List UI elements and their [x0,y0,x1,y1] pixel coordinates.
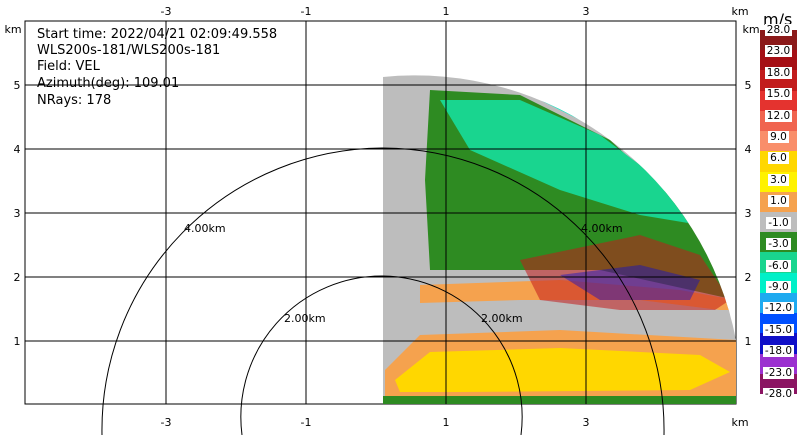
y-tick-left-5: 5 [14,79,21,92]
y-tick-left-4: 4 [14,143,21,156]
colorbar-label: 23.0 [764,45,793,58]
colorbar-label: 28.0 [764,24,793,36]
ring-label-outer-right: 4.00km [581,222,623,235]
ring-label-inner-left: 2.00km [284,312,326,325]
x-tick-bottom-2: -1 [301,416,312,429]
colorbar-label: 12.0 [764,109,793,122]
x-unit-bottom: km [731,416,748,429]
y-unit-left: km [4,23,21,36]
colorbar-label: 15.0 [764,88,793,101]
x-tick-bottom-1: -3 [161,416,172,429]
colorbar-label: 18.0 [764,66,793,79]
grid [25,21,736,404]
x-tick-top-3: 1 [443,5,450,18]
x-tick-bottom-3: 1 [443,416,450,429]
y-tick-left-3: 3 [14,207,21,220]
ring-label-outer-left: 4.00km [184,222,226,235]
colorbar-label: -3.0 [766,238,791,251]
velocity-field [383,75,736,404]
colorbar-label: -6.0 [766,259,791,272]
x-tick-top-4: 3 [583,5,590,18]
azimuth-text: Azimuth(deg): 109.01 [37,76,180,91]
y-tick-left-2: 2 [14,271,21,284]
start-time-text: Start time: 2022/04/21 02:09:49.558 [37,27,278,42]
y-tick-right-3: 3 [745,207,752,220]
nrays-text: NRays: 178 [37,93,112,108]
field-text: Field: VEL [37,59,100,74]
y-tick-right-4: 4 [745,143,752,156]
y-tick-right-1: 1 [745,335,752,348]
x-tick-top-2: -1 [301,5,312,18]
colorbar-label: 6.0 [768,152,789,165]
colorbar-label: -28.0 [762,388,795,400]
x-tick-bottom-4: 3 [583,416,590,429]
y-tick-left-1: 1 [14,335,21,348]
colorbar-label: -1.0 [766,216,791,229]
y-tick-right-5: 5 [745,79,752,92]
colorbar-label: 3.0 [768,173,789,186]
x-unit-top: km [731,5,748,18]
y-unit-right: km [742,23,759,36]
ring-label-inner-right: 2.00km [481,312,523,325]
colorbar-label: 9.0 [768,131,789,144]
range-rings [101,147,665,435]
colorbar-label: -12.0 [762,302,795,315]
x-tick-top-1: -3 [161,5,172,18]
colorbar-label: -15.0 [762,323,795,336]
y-tick-right-2: 2 [745,271,752,284]
colorbar-label: -23.0 [762,366,795,379]
colorbar-label: -9.0 [766,280,791,293]
colorbar-label: 1.0 [768,195,789,208]
colorbar-label: -18.0 [762,345,795,358]
colorbar: 28.0 23.0 18.0 15.0 12.0 9.0 6.0 3.0 1.0 -1.0 -3.0… [760,24,797,400]
instrument-text: WLS200s-181/WLS200s-181 [37,43,221,58]
